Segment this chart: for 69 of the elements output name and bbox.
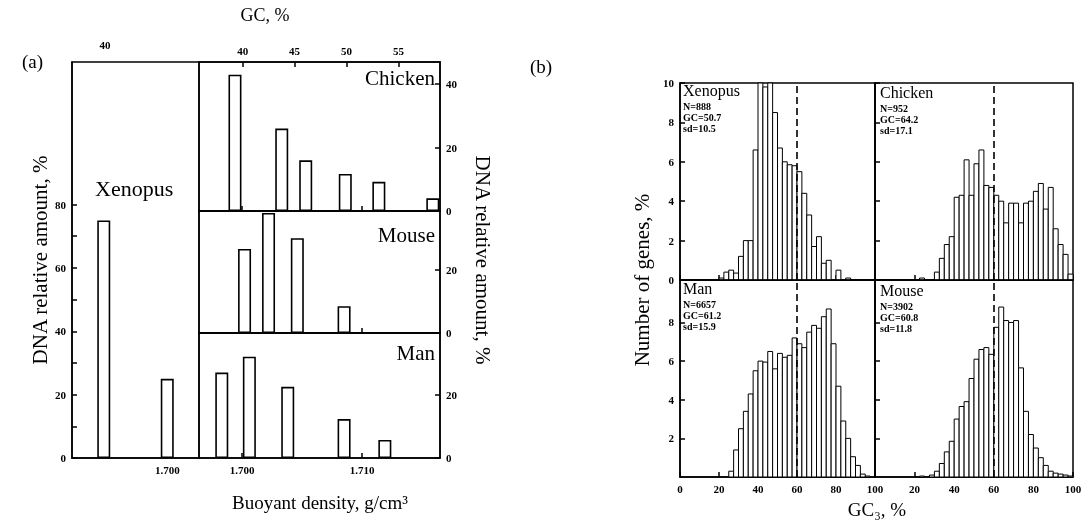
annotation: GC=50.7 <box>683 112 722 123</box>
x-tick-label: 80 <box>830 482 842 495</box>
y-tick-label: 6 <box>668 155 675 168</box>
y-tick-label: 8 <box>668 316 675 329</box>
y-tick-label: 40 <box>55 325 67 338</box>
annotation: N=952 <box>880 103 908 114</box>
annotation: sd=15.9 <box>683 321 716 332</box>
chart-title: Mouse <box>880 282 924 299</box>
y-tick-label: 0 <box>446 327 452 339</box>
x-tick-label: 0 <box>677 482 684 495</box>
y-tick-label: 10 <box>663 77 675 89</box>
text: Xenopus <box>95 176 174 201</box>
x2-tick-label: 55 <box>392 44 405 57</box>
y-tick-label: 0 <box>446 452 452 464</box>
x2-axis-title: GC, % <box>240 5 290 25</box>
y-tick-label: 20 <box>446 141 458 154</box>
x-tick-label: 40 <box>752 482 764 495</box>
text: (b) <box>530 56 553 77</box>
y-tick-label: 0 <box>60 452 67 464</box>
chart-title: Man <box>396 341 435 365</box>
x-tick-label: 20 <box>713 482 725 495</box>
annotation: N=6657 <box>683 299 716 310</box>
y-tick-label: 6 <box>668 355 675 368</box>
y-tick-label: 2 <box>668 432 675 445</box>
y-tick-label: 60 <box>55 261 67 274</box>
text: 40 <box>99 39 111 51</box>
y-tick-label: 0 <box>446 205 452 217</box>
annotation: sd=17.1 <box>880 125 913 136</box>
text: (a) <box>22 51 44 72</box>
y-tick-label: 4 <box>668 195 675 208</box>
y-tick-label: 20 <box>446 263 458 276</box>
y-axis-title: DNA relative amount, % <box>470 155 495 365</box>
x-tick-label: 1.700 <box>154 463 181 476</box>
y-tick-label: 0 <box>668 274 675 286</box>
y-tick-label: 40 <box>446 78 458 91</box>
text: Mouse <box>377 223 435 247</box>
annotation: N=3902 <box>880 301 913 312</box>
x-tick-label: 20 <box>909 482 921 495</box>
annotation: GC=61.2 <box>683 310 722 321</box>
x-axis-title: GC₃, % <box>847 499 907 520</box>
x2-tick-label: 40 <box>237 44 249 57</box>
x2-tick-label: 50 <box>341 44 353 57</box>
x-tick-label: 1.700 <box>229 463 256 476</box>
annotation: sd=10.5 <box>683 123 716 134</box>
y-axis-title: DNA relative amount, % <box>27 155 52 365</box>
y-tick-label: 4 <box>668 393 675 406</box>
annotation: GC=64.2 <box>880 114 919 125</box>
chart-title: Xenopus <box>683 82 740 99</box>
y-tick-label: 20 <box>446 388 458 401</box>
x2-tick-label: 45 <box>289 44 301 57</box>
x-tick-label: 40 <box>948 482 961 495</box>
chart-title: Man <box>683 280 713 297</box>
y-tick-label: 8 <box>668 116 675 129</box>
y-axis-title: Number of genes, % <box>629 193 654 367</box>
x-tick-label: 60 <box>791 482 803 495</box>
chart-title: Chicken <box>365 66 435 90</box>
x-tick-label: 80 <box>1027 482 1040 495</box>
x-tick-label: 60 <box>988 482 1000 495</box>
x-tick-label: 100 <box>866 482 884 495</box>
y-tick-label: 80 <box>55 198 67 211</box>
annotation: GC=60.8 <box>880 312 919 323</box>
annotation: N=888 <box>683 101 711 112</box>
annotation: sd=11.8 <box>880 323 913 334</box>
x-tick-label: 1.710 <box>349 463 375 476</box>
chart-title: Chicken <box>880 84 934 101</box>
x-axis-title: Buoyant density, g/cm³ <box>232 492 408 513</box>
x-tick-label: 100 <box>1064 482 1082 495</box>
y-tick-label: 2 <box>668 234 675 247</box>
y-tick-label: 20 <box>55 388 67 401</box>
